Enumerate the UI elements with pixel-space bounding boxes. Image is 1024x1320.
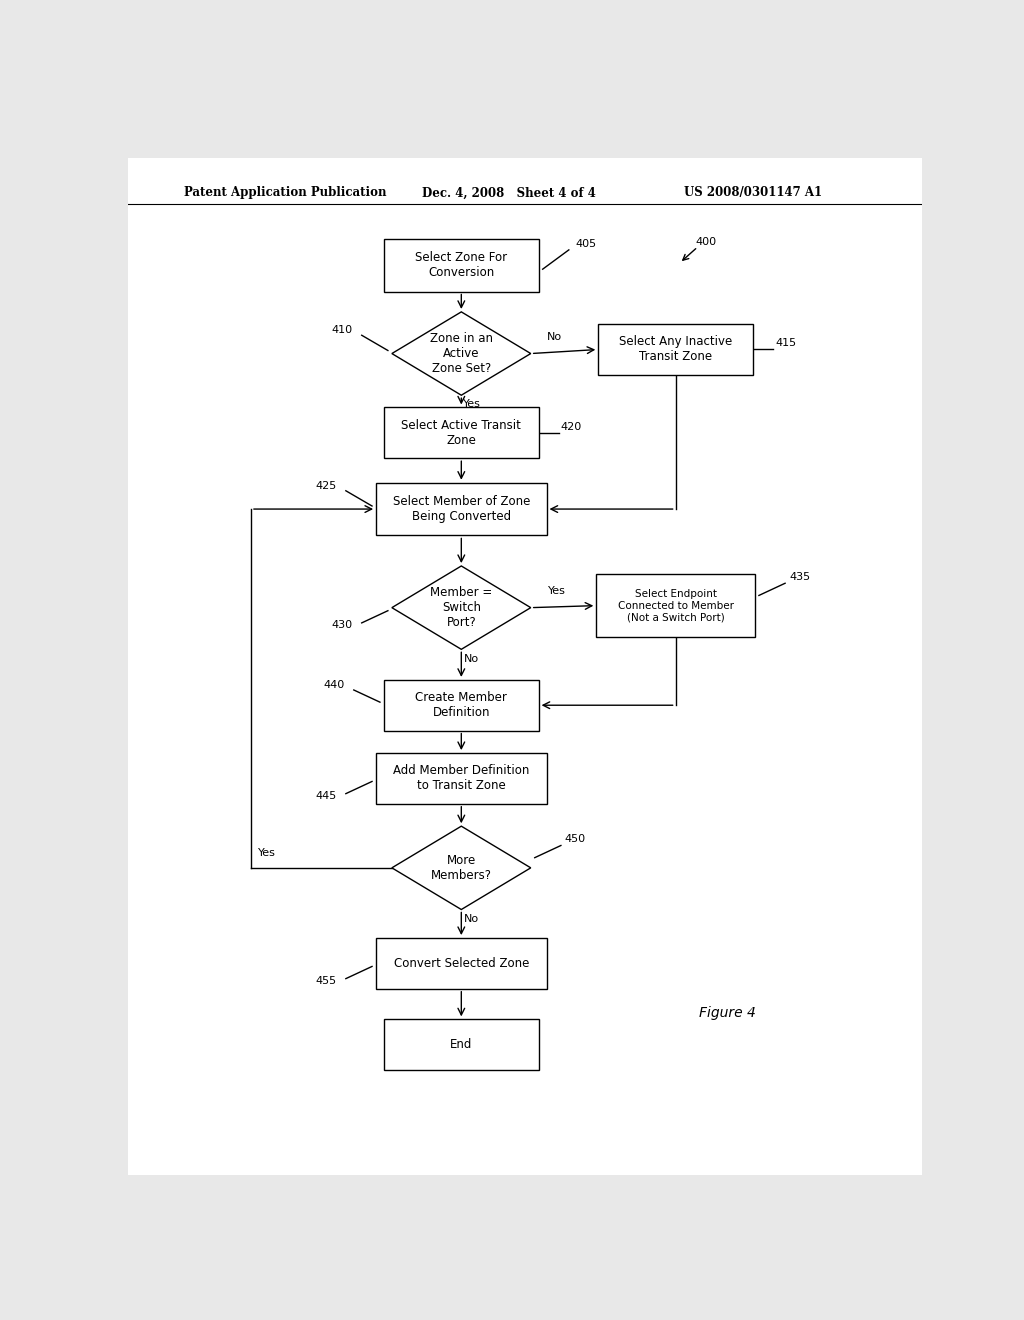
Text: Select Endpoint
Connected to Member
(Not a Switch Port): Select Endpoint Connected to Member (Not… [617,589,733,622]
Text: Yes: Yes [258,847,275,858]
FancyBboxPatch shape [376,483,547,536]
Text: 405: 405 [575,239,596,249]
Text: End: End [451,1039,472,1051]
Text: Convert Selected Zone: Convert Selected Zone [393,957,529,970]
Text: Figure 4: Figure 4 [699,1006,757,1020]
Polygon shape [392,826,530,909]
Text: No: No [464,913,479,924]
Text: Select Any Inactive
Transit Zone: Select Any Inactive Transit Zone [618,335,732,363]
FancyBboxPatch shape [384,680,539,731]
Text: 420: 420 [561,422,583,432]
Text: More
Members?: More Members? [431,854,492,882]
FancyBboxPatch shape [376,752,547,804]
Text: 435: 435 [790,572,810,582]
FancyBboxPatch shape [128,158,922,1175]
Text: 415: 415 [775,338,797,348]
FancyBboxPatch shape [598,325,753,375]
Text: Select Member of Zone
Being Converted: Select Member of Zone Being Converted [392,495,530,523]
Polygon shape [392,566,530,649]
Text: Dec. 4, 2008   Sheet 4 of 4: Dec. 4, 2008 Sheet 4 of 4 [422,186,596,199]
Text: 430: 430 [332,620,352,630]
Text: 450: 450 [565,834,586,845]
Text: Yes: Yes [463,400,480,409]
Polygon shape [392,312,530,395]
Text: Yes: Yes [548,586,566,597]
FancyBboxPatch shape [384,1019,539,1071]
Text: 445: 445 [315,791,337,801]
Text: 410: 410 [332,325,352,335]
Text: No: No [547,333,562,342]
Text: Zone in an
Active
Zone Set?: Zone in an Active Zone Set? [430,333,493,375]
Text: 455: 455 [315,975,337,986]
Text: Member =
Switch
Port?: Member = Switch Port? [430,586,493,630]
Text: Create Member
Definition: Create Member Definition [416,692,507,719]
Text: 400: 400 [695,236,717,247]
Text: Patent Application Publication: Patent Application Publication [183,186,386,199]
Text: 425: 425 [315,480,337,491]
Text: Select Zone For
Conversion: Select Zone For Conversion [416,251,507,279]
Text: Add Member Definition
to Transit Zone: Add Member Definition to Transit Zone [393,764,529,792]
Text: 440: 440 [324,680,345,690]
Text: US 2008/0301147 A1: US 2008/0301147 A1 [684,186,821,199]
FancyBboxPatch shape [376,939,547,989]
Text: Select Active Transit
Zone: Select Active Transit Zone [401,418,521,447]
FancyBboxPatch shape [384,239,539,292]
FancyBboxPatch shape [384,408,539,458]
Text: No: No [464,653,479,664]
FancyBboxPatch shape [596,574,755,638]
